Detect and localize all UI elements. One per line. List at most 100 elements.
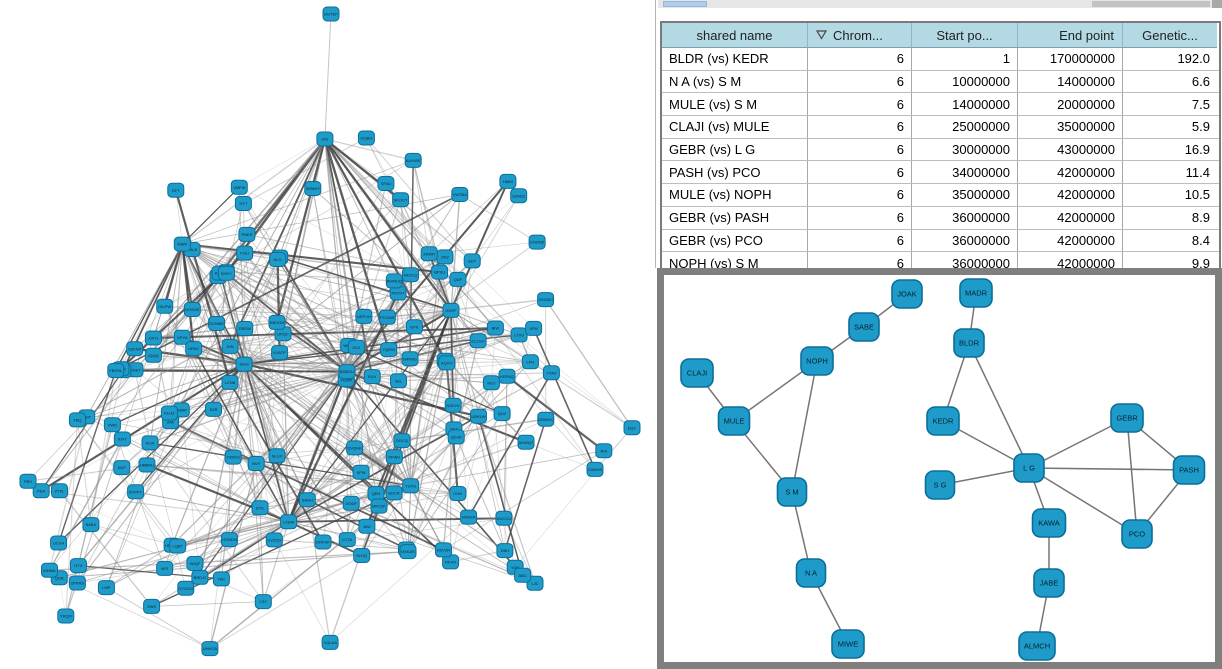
network-node[interactable]: OLX: [347, 339, 365, 355]
table-cell[interactable]: 6: [808, 229, 912, 252]
table-cell[interactable]: 8.4: [1191, 232, 1210, 248]
network-node[interactable]: BGTEP: [322, 6, 340, 22]
table-cell[interactable]: 42000000: [1018, 184, 1123, 206]
network-node[interactable]: SIHS: [235, 356, 253, 372]
table-cell[interactable]: 6: [808, 138, 912, 161]
subnetwork-node-l-g[interactable]: L G: [1013, 453, 1045, 483]
table-cell[interactable]: GEBR (vs) PCO: [662, 229, 808, 252]
network-node[interactable]: VWTBA: [451, 187, 469, 202]
table-cell[interactable]: N A (vs) S M: [662, 70, 808, 93]
network-node[interactable]: HTT: [234, 196, 252, 211]
network-node[interactable]: BABX: [82, 517, 100, 533]
table-row[interactable]: N A (vs) S M 6 10000000 14000000 6.6: [662, 70, 1219, 94]
network-node[interactable]: LQBT: [169, 538, 187, 554]
table-cell[interactable]: 42000000: [1018, 161, 1123, 184]
network-node[interactable]: BPSU: [431, 264, 449, 280]
network-node[interactable]: WIQF: [186, 556, 204, 571]
network-node[interactable]: UCXA: [50, 535, 68, 551]
network-node[interactable]: RFVO: [442, 554, 460, 570]
network-node[interactable]: KRFAQ: [498, 368, 516, 384]
network-node[interactable]: EUV: [363, 369, 381, 385]
network-node[interactable]: LPH: [521, 354, 539, 370]
network-node[interactable]: DRMHC: [537, 411, 555, 427]
network-node[interactable]: UUCCU: [495, 510, 513, 526]
network-node[interactable]: DBH: [496, 543, 514, 559]
table-cell[interactable]: 42000000: [1018, 229, 1123, 252]
table-cell[interactable]: 20000000: [1018, 93, 1123, 116]
network-node[interactable]: NVY: [247, 456, 265, 471]
main-network-canvas[interactable]: BGTEPQEHLALWGETIQQQKOAAUHWEKVATPJMJUCXAX…: [0, 0, 655, 669]
table-cell[interactable]: NOPH (vs) S M: [662, 252, 808, 274]
network-node[interactable]: UEPVH: [355, 308, 373, 324]
table-cell[interactable]: 170000000: [1018, 48, 1123, 70]
subnetwork-node-mule[interactable]: MULE: [717, 406, 751, 436]
subnetwork-node-s-g[interactable]: S G: [924, 470, 956, 500]
network-node[interactable]: DGDNZ: [528, 234, 546, 250]
network-node[interactable]: UVZQV: [265, 532, 283, 548]
table-cell[interactable]: GEBR (vs) PASH: [662, 206, 808, 229]
network-node[interactable]: SZFNP: [126, 341, 144, 357]
table-row[interactable]: GEBR (vs) PCO 6 36000000 42000000 8.4: [662, 229, 1219, 253]
table-cell[interactable]: 43000000: [1018, 138, 1123, 161]
network-node[interactable]: ERGM: [236, 321, 254, 336]
network-node[interactable]: MHMA: [41, 562, 58, 578]
network-node[interactable]: BDBGU: [338, 364, 356, 380]
network-node[interactable]: XFW: [352, 464, 370, 480]
table-row[interactable]: BLDR (vs) KEDR 6 1 170000000 192.0: [662, 48, 1219, 71]
network-node[interactable]: IIJXT: [113, 431, 131, 447]
network-node[interactable]: FGLI: [236, 245, 254, 261]
table-row[interactable]: GEBR (vs) L G 6 30000000 43000000 16.9: [662, 138, 1219, 162]
network-node[interactable]: YQIRN: [380, 342, 398, 358]
table-cell[interactable]: 9.9: [1191, 255, 1210, 271]
network-node[interactable]: GVEF: [442, 302, 460, 318]
network-node[interactable]: ZTXL: [51, 483, 68, 499]
table-cell[interactable]: MULE (vs) S M: [662, 93, 808, 116]
network-node[interactable]: QVQHK: [346, 440, 364, 456]
network-node[interactable]: PNES: [238, 226, 256, 242]
network-node[interactable]: WRNIG: [401, 351, 419, 367]
network-node[interactable]: CDMHS: [586, 461, 604, 477]
subnetwork-node-n-a[interactable]: N A: [795, 558, 827, 588]
network-node[interactable]: DIN: [221, 338, 239, 354]
table-cell[interactable]: 192.0: [1177, 51, 1210, 67]
table-cell[interactable]: 34000000: [912, 161, 1018, 184]
network-node[interactable]: QDF: [449, 271, 467, 287]
table-cell[interactable]: 14000000: [912, 93, 1018, 116]
network-node[interactable]: TBQ: [68, 412, 86, 428]
table-row[interactable]: MULE (vs) NOPH 6 35000000 42000000 10.5: [662, 184, 1219, 207]
network-node[interactable]: HPAC: [185, 341, 203, 357]
network-node[interactable]: HTWDN: [220, 532, 238, 548]
network-node[interactable]: PEA: [32, 483, 50, 499]
column-header-endpoint[interactable]: End point: [1018, 23, 1123, 48]
subnetwork-node-gebr[interactable]: GEBR: [1110, 403, 1144, 433]
network-node[interactable]: NOJ: [482, 375, 500, 391]
table-cell[interactable]: 8.9: [1191, 210, 1210, 226]
network-node[interactable]: MWK: [173, 236, 191, 252]
network-node[interactable]: ETE: [251, 500, 269, 516]
table-row[interactable]: GEBR (vs) PASH 6 36000000 42000000 8.9: [662, 206, 1219, 230]
network-node[interactable]: VMFW: [230, 179, 248, 195]
network-node[interactable]: WTI: [156, 560, 174, 576]
table-cell[interactable]: BLDR (vs) KEDR: [662, 48, 808, 70]
network-node[interactable]: ZWS: [143, 598, 161, 614]
table-cell[interactable]: 6: [808, 184, 912, 206]
subnetwork-canvas[interactable]: JOAK MADR SABE BLDR NOPH CLAJI MULE KEDR GEBR L G…: [664, 275, 1215, 662]
network-node[interactable]: SKOOT: [392, 192, 410, 208]
network-node[interactable]: LYXV: [510, 327, 528, 343]
table-cell[interactable]: 35000000: [1018, 116, 1123, 138]
subnetwork-node-sabe[interactable]: SABE: [848, 312, 880, 342]
network-node[interactable]: YRQO: [57, 608, 75, 624]
network-node[interactable]: UIU: [316, 131, 334, 147]
table-cell[interactable]: 36000000: [912, 206, 1018, 229]
table-cell[interactable]: 35000000: [912, 184, 1018, 206]
network-node[interactable]: AKWQT: [517, 434, 535, 450]
table-cell[interactable]: 42000000: [1018, 252, 1123, 274]
network-node[interactable]: FBHXL: [107, 363, 125, 378]
subnetwork-node-noph[interactable]: NOPH: [800, 346, 834, 376]
network-node[interactable]: LMP: [97, 580, 115, 596]
network-node[interactable]: LJC: [526, 575, 544, 591]
network-node[interactable]: KHJQ: [353, 548, 371, 563]
network-node[interactable]: UHKOA: [201, 641, 219, 657]
network-node[interactable]: JJXYL: [144, 330, 162, 346]
filter-icon[interactable]: [816, 30, 827, 40]
